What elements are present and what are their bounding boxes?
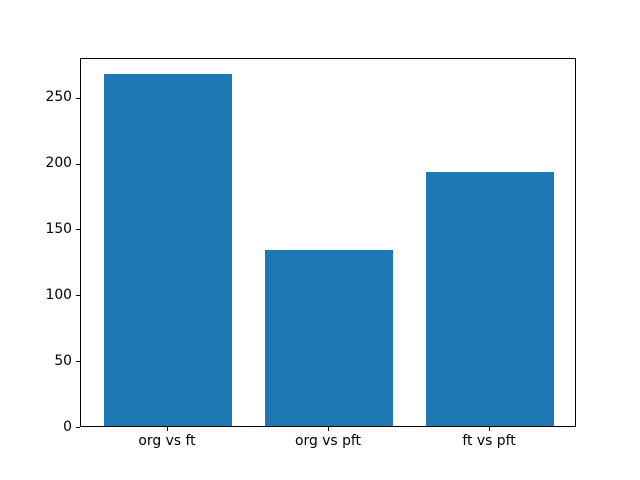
y-tick-mark bbox=[76, 427, 80, 429]
y-tick-label-100: 100 bbox=[45, 286, 72, 303]
y-tick-mark bbox=[76, 163, 80, 165]
x-tick-label-org-vs-pft: org vs pft bbox=[295, 433, 361, 450]
y-tick-label-200: 200 bbox=[45, 155, 72, 172]
bar-org-vs-ft bbox=[103, 74, 233, 427]
x-tick-mark bbox=[166, 427, 168, 432]
plot-area bbox=[80, 57, 576, 428]
bar-org-vs-pft bbox=[264, 249, 394, 427]
y-tick-mark bbox=[76, 229, 80, 231]
x-tick-label-org-vs-ft: org vs ft bbox=[138, 433, 196, 450]
y-tick-mark bbox=[76, 97, 80, 99]
y-tick-label-250: 250 bbox=[45, 89, 72, 106]
y-tick-label-150: 150 bbox=[45, 220, 72, 237]
y-tick-mark bbox=[76, 361, 80, 363]
y-tick-mark bbox=[76, 295, 80, 297]
x-tick-label-ft-vs-pft: ft vs pft bbox=[462, 433, 516, 450]
bar-ft-vs-pft bbox=[425, 171, 555, 427]
y-tick-label-0: 0 bbox=[63, 418, 72, 435]
y-tick-label-50: 50 bbox=[54, 352, 72, 369]
x-tick-mark bbox=[328, 427, 329, 432]
x-tick-mark bbox=[489, 427, 491, 432]
